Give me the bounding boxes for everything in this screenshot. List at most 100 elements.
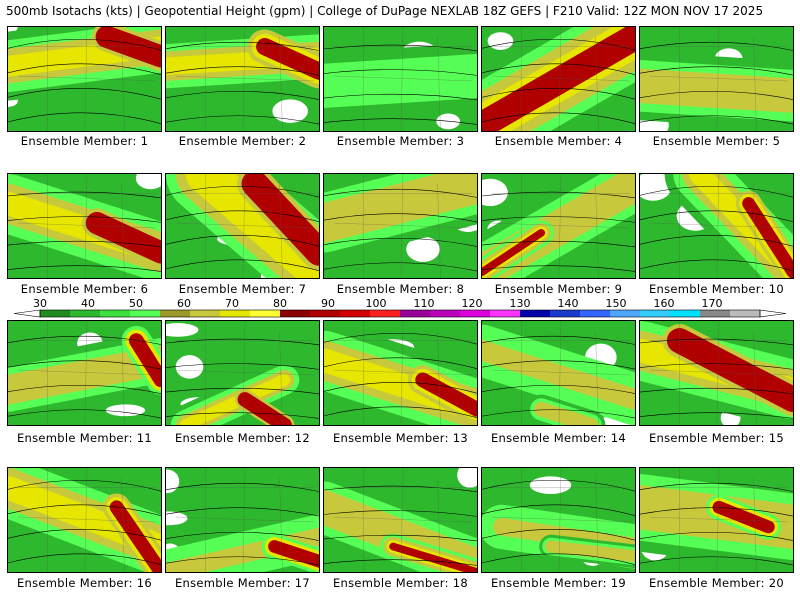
colorbar-segment	[280, 310, 311, 317]
ensemble-member-label: Ensemble Member: 7	[178, 282, 307, 296]
ensemble-member-map-6	[7, 173, 162, 279]
ensemble-member-label: Ensemble Member: 15	[648, 431, 784, 445]
ensemble-member-label: Ensemble Member: 16	[16, 576, 152, 590]
colorbar-segment	[610, 310, 641, 317]
isotach-field	[166, 27, 319, 131]
colorbar-segment	[640, 310, 671, 317]
ensemble-member-map-4	[481, 26, 636, 132]
colorbar-segment	[310, 310, 341, 317]
colorbar-tick-label: 130	[509, 297, 531, 310]
ensemble-member-map-9	[481, 173, 636, 279]
isotach-field	[8, 321, 161, 425]
isotach-field	[640, 174, 793, 278]
colorbar-segment	[490, 310, 521, 317]
colorbar-tick-label: 140	[557, 297, 579, 310]
colorbar-segment	[40, 310, 71, 317]
isotach-field	[166, 468, 319, 572]
isotach-field	[324, 468, 477, 572]
ensemble-member-map-20	[639, 467, 794, 573]
colorbar-segment	[400, 310, 431, 317]
colorbar-segment	[250, 310, 281, 317]
ensemble-member-label: Ensemble Member: 13	[332, 431, 468, 445]
colorbar-tick-label: 90	[321, 297, 335, 310]
colorbar-arrow	[759, 309, 787, 318]
isotach-field	[324, 174, 477, 278]
colorbar-tick-label: 40	[81, 297, 95, 310]
ensemble-member-label: Ensemble Member: 4	[494, 134, 623, 148]
ensemble-member-map-5	[639, 26, 794, 132]
ensemble-member-label: Ensemble Member: 9	[494, 282, 623, 296]
colorbar-tick-label: 120	[461, 297, 483, 310]
ensemble-member-label: Ensemble Member: 18	[332, 576, 468, 590]
colorbar-segment	[730, 310, 761, 317]
colorbar-segment	[520, 310, 551, 317]
colorbar-segment	[160, 310, 191, 317]
colorbar-tick-label: 50	[129, 297, 143, 310]
colorbar-arrow	[13, 309, 41, 318]
isotach-field	[482, 174, 635, 278]
colorbar-segment	[550, 310, 581, 317]
ensemble-member-map-2	[165, 26, 320, 132]
ensemble-member-map-10	[639, 173, 794, 279]
ensemble-member-map-15	[639, 320, 794, 426]
colorbar-tick-label: 60	[177, 297, 191, 310]
ensemble-member-map-13	[323, 320, 478, 426]
isotach-field	[640, 27, 793, 131]
ensemble-member-label: Ensemble Member: 19	[490, 576, 626, 590]
colorbar-segment	[370, 310, 401, 317]
ensemble-member-map-16	[7, 467, 162, 573]
colorbar-segment	[70, 310, 101, 317]
isotach-field	[324, 27, 477, 131]
ensemble-member-map-7	[165, 173, 320, 279]
isotach-field	[482, 468, 635, 572]
isotach-field	[166, 174, 319, 278]
colorbar-tick-label: 160	[653, 297, 675, 310]
colorbar-segment	[580, 310, 611, 317]
colorbar-segment	[190, 310, 221, 317]
colorbar-segment	[340, 310, 371, 317]
ensemble-member-label: Ensemble Member: 10	[648, 282, 784, 296]
colorbar-segment	[130, 310, 161, 317]
colorbar-segment	[670, 310, 701, 317]
isotach-field	[8, 468, 161, 572]
isotach-field	[166, 321, 319, 425]
colorbar-segment	[700, 310, 731, 317]
colorbar-tick-label: 30	[33, 297, 47, 310]
isotach-field	[482, 321, 635, 425]
colorbar-tick-label: 100	[365, 297, 387, 310]
ensemble-member-map-18	[323, 467, 478, 573]
colorbar-segment	[100, 310, 131, 317]
ensemble-member-label: Ensemble Member: 5	[652, 134, 781, 148]
ensemble-member-label: Ensemble Member: 2	[178, 134, 307, 148]
ensemble-member-map-17	[165, 467, 320, 573]
ensemble-member-map-3	[323, 26, 478, 132]
isotach-field	[8, 174, 161, 278]
colorbar-tick-label: 80	[273, 297, 287, 310]
ensemble-member-map-12	[165, 320, 320, 426]
ensemble-member-label: Ensemble Member: 6	[20, 282, 149, 296]
colorbar-tick-label: 70	[225, 297, 239, 310]
map-title: 500mb Isotachs (kts) | Geopotential Heig…	[6, 4, 764, 18]
ensemble-member-label: Ensemble Member: 12	[174, 431, 310, 445]
ensemble-member-label: Ensemble Member: 8	[336, 282, 465, 296]
isotach-field	[640, 468, 793, 572]
colorbar-graphic	[13, 309, 787, 318]
ensemble-member-map-11	[7, 320, 162, 426]
ensemble-member-label: Ensemble Member: 1	[20, 134, 149, 148]
ensemble-member-label: Ensemble Member: 14	[490, 431, 626, 445]
ensemble-member-map-8	[323, 173, 478, 279]
ensemble-member-label: Ensemble Member: 3	[336, 134, 465, 148]
ensemble-member-label: Ensemble Member: 17	[174, 576, 310, 590]
ensemble-member-map-14	[481, 320, 636, 426]
isotach-field	[482, 27, 635, 131]
isotach-field	[640, 321, 793, 425]
ensemble-member-map-1	[7, 26, 162, 132]
isotach-field	[324, 321, 477, 425]
colorbar-segment	[220, 310, 251, 317]
ensemble-member-map-19	[481, 467, 636, 573]
colorbar-tick-label: 170	[701, 297, 723, 310]
colorbar-tick-label: 150	[605, 297, 627, 310]
colorbar-tick-label: 110	[413, 297, 435, 310]
isotach-field	[8, 27, 161, 131]
ensemble-member-label: Ensemble Member: 20	[648, 576, 784, 590]
